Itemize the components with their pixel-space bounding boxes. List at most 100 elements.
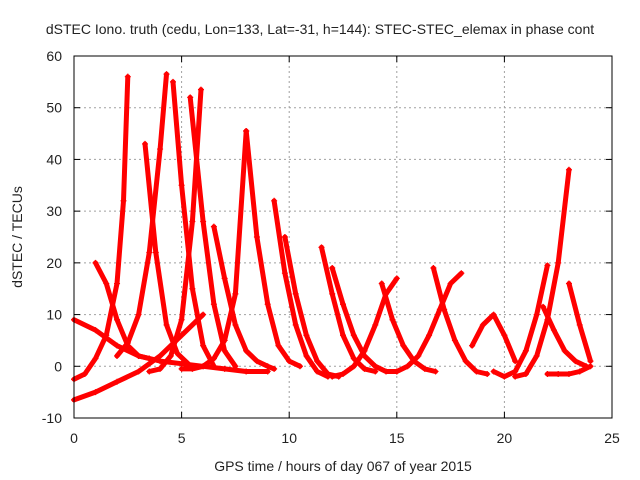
data-point — [501, 373, 508, 380]
data-point — [473, 368, 480, 375]
data-point — [243, 347, 250, 354]
data-point — [142, 140, 149, 147]
data-point — [565, 371, 572, 378]
data-point — [167, 352, 174, 359]
data-point — [178, 182, 185, 189]
data-point — [221, 365, 228, 372]
data-point — [296, 363, 303, 370]
data-point — [103, 280, 110, 287]
data-point — [426, 332, 433, 339]
data-point — [210, 301, 217, 308]
data-point — [318, 244, 325, 251]
data-point — [462, 358, 469, 365]
data-point — [378, 280, 385, 287]
data-point — [512, 373, 519, 380]
y-tick-label: -10 — [42, 410, 62, 426]
data-point — [178, 332, 185, 339]
data-point — [243, 127, 250, 134]
data-point — [350, 355, 357, 362]
data-point — [441, 306, 448, 313]
data-point — [264, 368, 271, 375]
data-point — [157, 358, 164, 365]
data-point — [189, 285, 196, 292]
data-point — [124, 73, 131, 80]
data-point — [340, 371, 346, 378]
data-point — [275, 342, 282, 349]
data-point — [469, 342, 476, 349]
data-point — [329, 373, 336, 380]
y-tick-label: 10 — [46, 307, 62, 323]
data-point — [314, 358, 321, 365]
data-point — [404, 363, 411, 370]
y-tick-label: 0 — [54, 358, 62, 374]
data-point — [92, 259, 99, 266]
data-point — [400, 342, 407, 349]
data-point — [200, 218, 207, 225]
data-point — [243, 368, 250, 375]
data-point — [114, 316, 121, 323]
data-point — [174, 350, 181, 357]
data-point — [389, 316, 396, 323]
data-point — [544, 262, 551, 269]
data-point — [512, 358, 519, 365]
x-tick-label: 10 — [281, 430, 297, 446]
data-point — [533, 311, 540, 318]
x-tick-label: 0 — [70, 430, 78, 446]
data-point — [189, 218, 196, 225]
data-point — [135, 368, 142, 375]
data-point — [157, 352, 164, 359]
x-tick-label: 15 — [389, 430, 405, 446]
data-point — [490, 368, 497, 375]
data-point — [372, 363, 379, 370]
y-tick-label: 20 — [46, 255, 62, 271]
plot-area — [71, 71, 594, 403]
data-point — [146, 368, 153, 375]
data-point — [479, 321, 486, 328]
data-point — [329, 290, 336, 297]
series-line-25 — [71, 317, 271, 374]
data-point — [576, 321, 583, 328]
data-point — [550, 327, 557, 334]
data-point — [490, 311, 497, 318]
data-point — [430, 265, 437, 272]
data-point — [124, 340, 131, 347]
data-point — [157, 146, 164, 153]
data-point — [533, 352, 540, 359]
data-point — [329, 265, 336, 272]
data-point — [92, 327, 99, 334]
x-tick-label: 20 — [497, 430, 513, 446]
data-point — [157, 365, 164, 372]
data-point — [540, 303, 547, 310]
data-point — [152, 249, 159, 256]
data-point — [576, 368, 583, 375]
data-point — [572, 358, 579, 365]
data-point — [286, 358, 293, 365]
data-point — [372, 368, 379, 375]
data-point — [92, 389, 99, 396]
y-axis-label: dSTEC / TECUs — [9, 186, 25, 288]
data-point — [178, 360, 185, 367]
data-point — [415, 352, 422, 359]
data-point — [303, 352, 310, 359]
series-line-11 — [271, 198, 331, 380]
data-point — [92, 355, 99, 362]
data-point — [372, 321, 379, 328]
data-point — [114, 378, 121, 385]
data-point — [169, 78, 176, 85]
data-point — [163, 71, 170, 78]
data-point — [178, 316, 185, 323]
data-point — [512, 368, 519, 375]
data-point — [544, 371, 551, 378]
data-point — [451, 337, 458, 344]
data-point — [340, 332, 346, 339]
data-point — [271, 365, 278, 372]
data-point — [178, 365, 185, 372]
data-point — [447, 280, 454, 287]
data-point — [393, 368, 400, 375]
data-point — [350, 332, 357, 339]
series-line-18 — [430, 265, 490, 377]
data-point — [210, 355, 217, 362]
series-line-13 — [319, 244, 378, 374]
data-point — [146, 249, 153, 256]
